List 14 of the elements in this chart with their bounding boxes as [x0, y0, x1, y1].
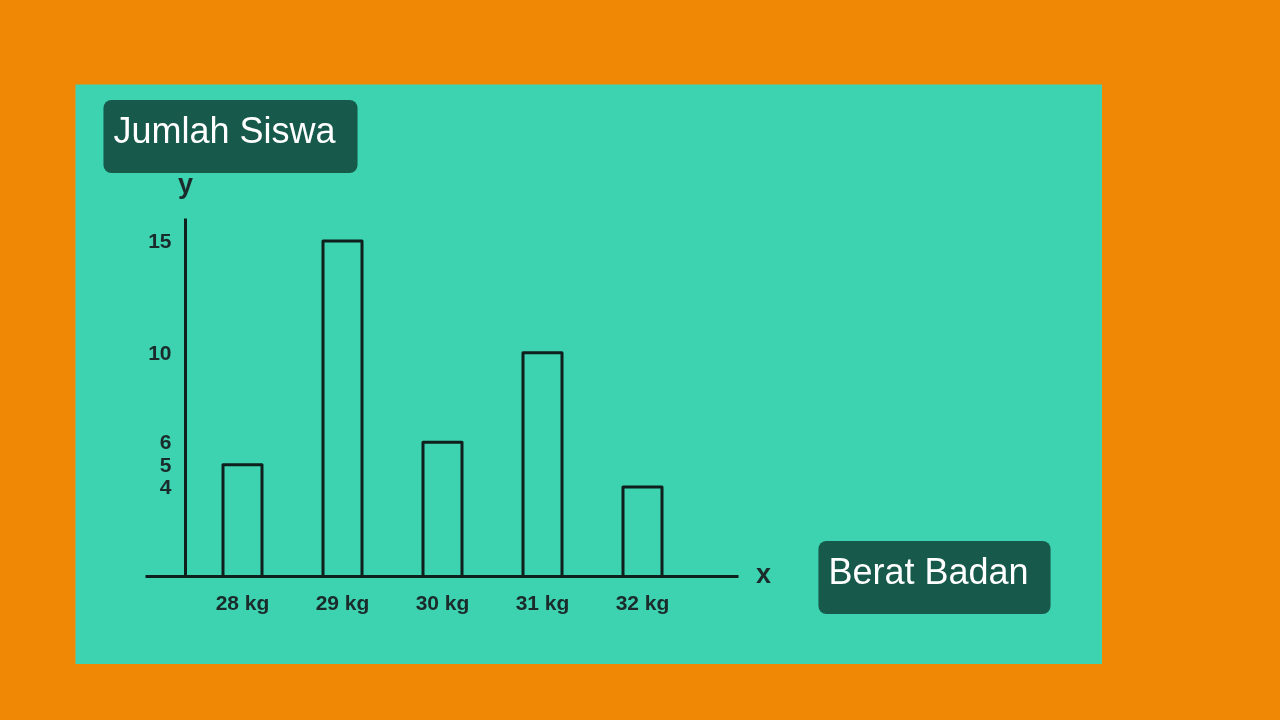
x-tick-label: 30 kg — [415, 590, 470, 614]
x-tick-label: 28 kg — [215, 590, 270, 614]
y-tick-label: 5 — [159, 452, 172, 476]
text: y — [177, 168, 194, 199]
x-axis-title: Berat Badan — [828, 551, 1029, 592]
x-tick-label: 29 kg — [315, 590, 370, 614]
y-tick-label: 6 — [159, 430, 172, 454]
x-tick-label: 31 kg — [515, 590, 570, 614]
y-tick-label: 10 — [148, 340, 172, 364]
y-tick-label: 4 — [159, 475, 172, 498]
x-tick-label: 32 kg — [615, 590, 670, 614]
y-axis-title: Jumlah Siswa — [113, 110, 337, 151]
text: x — [755, 558, 772, 589]
y-tick-label: 15 — [148, 228, 172, 252]
